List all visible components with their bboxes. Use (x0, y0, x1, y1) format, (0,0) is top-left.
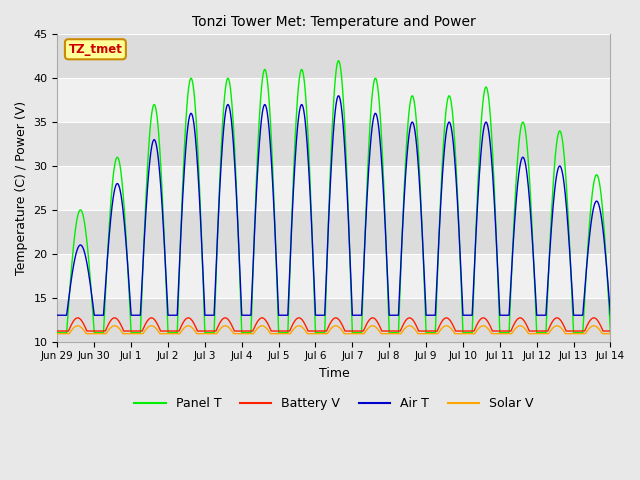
Bar (58, 35, 611, 78)
Bar (58, 254, 611, 298)
Text: TZ_tmet: TZ_tmet (68, 43, 122, 56)
Bar (58, 166, 611, 210)
Y-axis label: Temperature (C) / Power (V): Temperature (C) / Power (V) (15, 101, 28, 275)
Bar (58, 298, 611, 342)
X-axis label: Time: Time (319, 367, 349, 380)
Bar (58, 122, 611, 166)
Title: Tonzi Tower Met: Temperature and Power: Tonzi Tower Met: Temperature and Power (192, 15, 476, 29)
Legend: Panel T, Battery V, Air T, Solar V: Panel T, Battery V, Air T, Solar V (129, 392, 538, 415)
Bar (58, 78, 611, 122)
Bar (58, 210, 611, 254)
